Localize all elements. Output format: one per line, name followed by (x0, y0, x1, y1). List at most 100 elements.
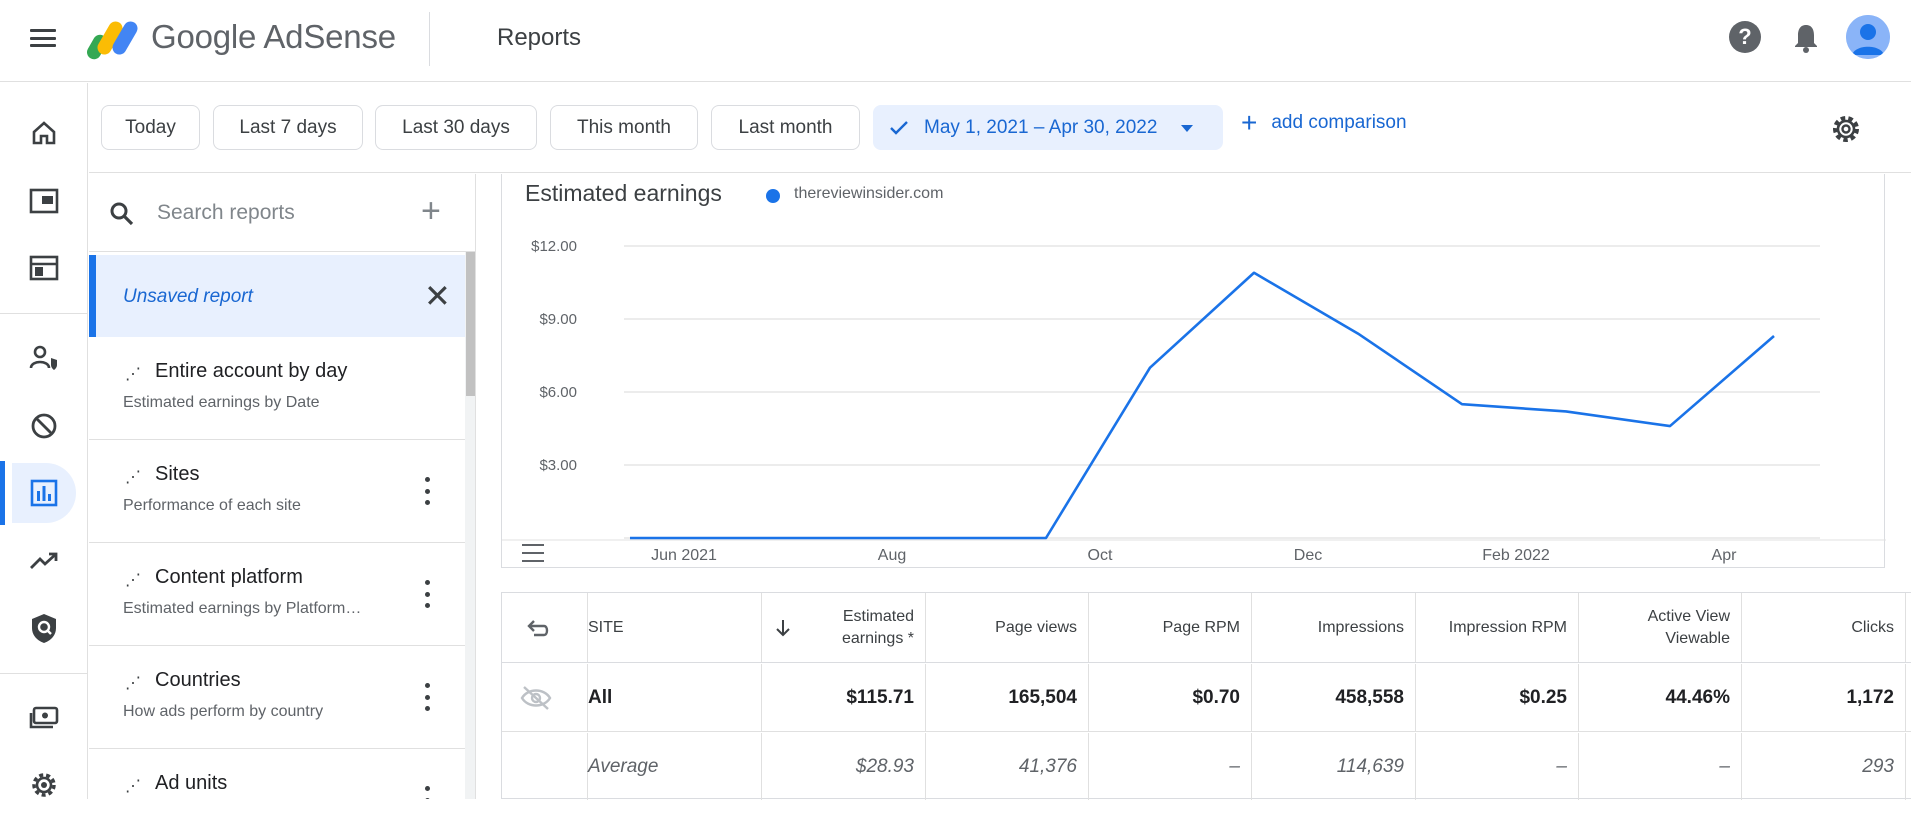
col-header-page-views[interactable]: Page views (926, 593, 1089, 662)
rail-item-home[interactable] (0, 101, 88, 165)
page-title: Reports (497, 24, 581, 52)
chip-last-7-days[interactable]: Last 7 days (213, 105, 363, 150)
close-icon[interactable]: ✕ (424, 277, 451, 315)
col-header-label: Active View Viewable (1630, 606, 1730, 650)
add-comparison-label: add comparison (1271, 112, 1406, 134)
chip-last-month[interactable]: Last month (711, 105, 860, 150)
col-header-label: Page RPM (1163, 617, 1240, 639)
undo-column-cell (502, 593, 588, 662)
more-options-icon[interactable] (423, 580, 431, 608)
brand-name: Google AdSense (151, 18, 396, 56)
scrollbar-thumb[interactable] (466, 252, 475, 396)
report-title: Sites (155, 463, 199, 486)
blocking-controls-icon (29, 411, 59, 441)
cell-clicks: 293 (1742, 733, 1906, 800)
chart-menu-icon[interactable] (522, 544, 544, 562)
cell-page-views: 165,504 (926, 664, 1089, 731)
y-tick-label: $6.00 (539, 384, 577, 401)
x-tick-label: Oct (1088, 547, 1113, 564)
col-header-impressions[interactable]: Impressions (1252, 593, 1416, 662)
account-avatar[interactable] (1846, 15, 1890, 59)
report-subtitle: Estimated earnings by Platform… (123, 600, 361, 618)
col-header-site[interactable]: SITE (588, 593, 762, 662)
table-header-row: SITE Estimated earnings * Page views Pag… (502, 593, 1911, 663)
col-header-clicks[interactable]: Clicks (1742, 593, 1906, 662)
series-line (630, 273, 1774, 538)
sort-descending-arrow-icon (775, 618, 791, 638)
search-reports-input[interactable] (157, 194, 397, 232)
col-header-page-rpm[interactable]: Page RPM (1089, 593, 1252, 662)
rail-item-account-access[interactable] (0, 326, 88, 390)
x-tick-label: Jun 2021 (651, 547, 717, 564)
report-item-content-platform[interactable]: ⋰ Content platform Estimated earnings by… (89, 544, 465, 646)
rail-item-settings[interactable] (0, 753, 88, 817)
report-settings-gear-icon[interactable] (1830, 113, 1862, 145)
rail-item-optimization[interactable] (0, 529, 88, 593)
col-header-active-view-viewable[interactable]: Active View Viewable (1579, 593, 1742, 662)
policy-center-icon (30, 612, 58, 644)
top-app-bar: Google AdSense Reports ? (0, 0, 1911, 82)
chip-today[interactable]: Today (101, 105, 200, 150)
more-options-icon[interactable] (423, 477, 431, 505)
notifications-bell-icon[interactable] (1790, 21, 1822, 55)
cell-impression-rpm: $0.25 (1416, 664, 1579, 731)
report-table: SITE Estimated earnings * Page views Pag… (501, 592, 1911, 799)
ads-icon (29, 188, 59, 214)
search-icon (109, 201, 135, 227)
chip-this-month[interactable]: This month (550, 105, 698, 150)
sites-icon (29, 255, 59, 281)
undo-icon[interactable] (524, 617, 550, 639)
report-item-countries[interactable]: ⋰ Countries How ads perform by country (89, 647, 465, 749)
col-header-label: Impression RPM (1449, 617, 1567, 639)
rail-item-payments[interactable] (0, 686, 88, 750)
payments-icon (29, 706, 59, 730)
col-header-label: Page views (995, 617, 1077, 639)
report-subtitle: Performance of each site (123, 497, 301, 515)
y-tick-label: $3.00 (539, 457, 577, 474)
help-icon[interactable]: ? (1729, 21, 1761, 53)
table-row[interactable]: All $115.71 165,504 $0.70 458,558 $0.25 … (502, 664, 1911, 732)
rail-item-blocking-controls[interactable] (0, 394, 88, 458)
account-access-icon (29, 344, 59, 372)
cell-estimated-earnings: $115.71 (762, 664, 926, 731)
col-header-impression-rpm[interactable]: Impression RPM (1416, 593, 1579, 662)
report-item-entire-account-by-day[interactable]: ⋰ Entire account by day Estimated earnin… (89, 338, 465, 440)
report-item-sites[interactable]: ⋰ Sites Performance of each site (89, 441, 465, 543)
cell-estimated-earnings: $28.93 (762, 733, 926, 800)
earnings-chart-card: Estimated earnings thereviewinsider.com … (501, 174, 1885, 568)
selected-date-range: May 1, 2021 – Apr 30, 2022 (924, 117, 1157, 139)
rail-item-reports[interactable] (0, 461, 88, 525)
more-options-icon[interactable] (423, 786, 431, 799)
col-header-estimated-earnings[interactable]: Estimated earnings * (762, 593, 926, 662)
report-title: Entire account by day (155, 360, 347, 383)
report-item-ad-units[interactable]: ⋰ Ad units (89, 750, 465, 799)
cell-site: All (588, 664, 762, 731)
chip-last-30-days[interactable]: Last 30 days (375, 105, 537, 150)
cell-page-views: 41,376 (926, 733, 1089, 800)
cell-impression-rpm: – (1416, 733, 1579, 800)
cell-page-rpm: $0.70 (1089, 664, 1252, 731)
col-header-label: Estimated earnings * (814, 606, 914, 650)
reports-scrollbar[interactable] (465, 252, 476, 799)
more-options-icon[interactable] (423, 683, 431, 711)
cell-site: Average (588, 733, 762, 800)
rail-item-policy-center[interactable] (0, 596, 88, 660)
rail-item-sites[interactable] (0, 236, 88, 300)
sparkline-icon: ⋰ (125, 467, 141, 487)
saved-reports-panel: + Unsaved report ✕ ⋰ Entire account by d… (89, 174, 476, 799)
cell-impressions: 458,558 (1252, 664, 1416, 731)
main-menu-icon[interactable] (28, 26, 58, 50)
dropdown-arrow-icon (1179, 123, 1195, 133)
date-range-selector[interactable]: May 1, 2021 – Apr 30, 2022 (873, 105, 1223, 150)
new-report-plus-icon[interactable]: + (421, 192, 441, 231)
navigation-rail (0, 83, 88, 799)
cell-clicks: 1,172 (1742, 664, 1906, 731)
visibility-off-icon[interactable] (520, 685, 552, 711)
add-comparison-link[interactable]: + add comparison (1241, 111, 1407, 135)
col-header-label: Clicks (1851, 617, 1894, 639)
date-range-toolbar: Today Last 7 days Last 30 days This mont… (89, 83, 1911, 173)
x-tick-label: Aug (878, 547, 906, 564)
unsaved-report-item[interactable]: Unsaved report ✕ (89, 255, 465, 337)
rail-item-ads[interactable] (0, 169, 88, 233)
